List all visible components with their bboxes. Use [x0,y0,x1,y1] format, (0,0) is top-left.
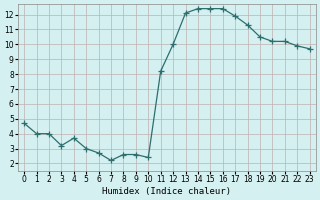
X-axis label: Humidex (Indice chaleur): Humidex (Indice chaleur) [102,187,231,196]
